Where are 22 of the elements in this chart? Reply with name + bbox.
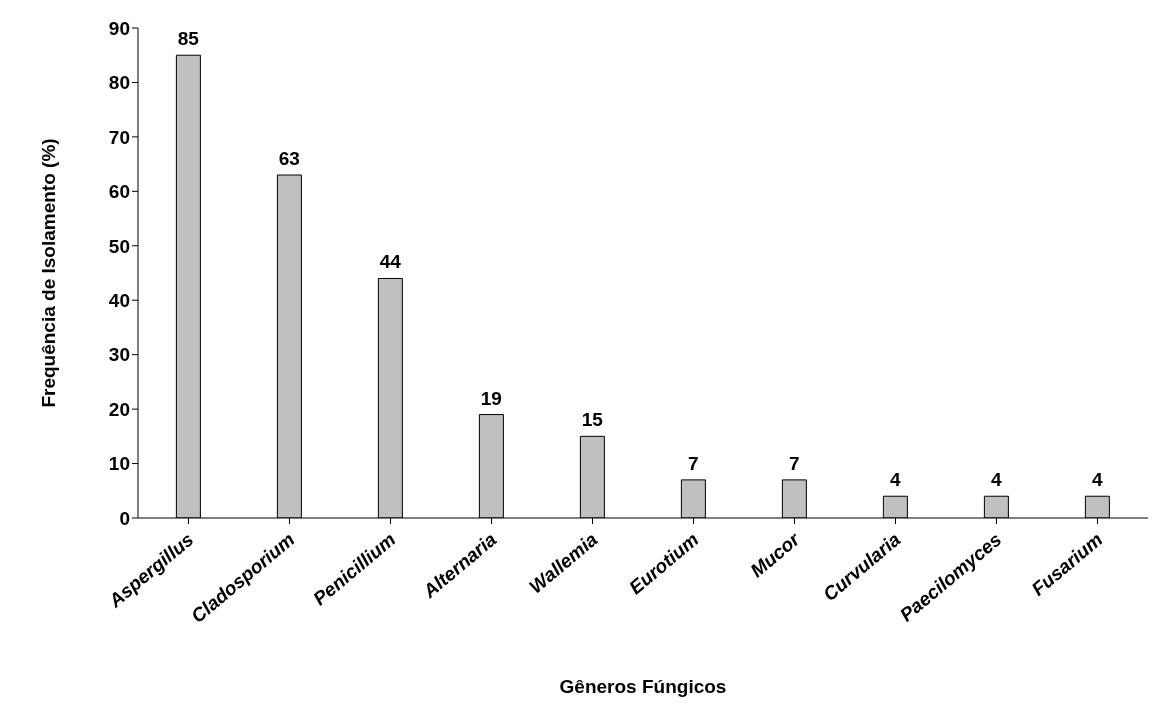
data-label: 19 — [480, 387, 502, 409]
data-label: 4 — [991, 469, 1003, 491]
y-tick-label: 50 — [108, 235, 130, 257]
y-tick-label: 30 — [108, 344, 130, 366]
y-tick-label: 80 — [108, 72, 130, 94]
y-tick-label: 60 — [108, 181, 130, 203]
y-tick-label: 70 — [108, 126, 130, 148]
data-label: 85 — [177, 28, 200, 50]
data-label: 44 — [379, 251, 402, 273]
y-tick-label: 90 — [108, 17, 130, 39]
data-label: 7 — [789, 452, 800, 474]
x-axis-title: Gêneros Fúngicos — [559, 676, 727, 697]
data-label: 63 — [278, 148, 300, 169]
data-label: 7 — [688, 452, 699, 474]
y-tick-label: 0 — [119, 507, 130, 529]
y-tick-label: 40 — [108, 289, 130, 311]
data-label: 4 — [1092, 469, 1104, 491]
y-tick-label: 20 — [108, 398, 130, 420]
y-axis-title: Frequência de Isolamento (%) — [37, 138, 59, 408]
data-label: 15 — [581, 409, 604, 431]
data-label: 4 — [890, 469, 902, 491]
y-tick-label: 10 — [108, 453, 130, 475]
